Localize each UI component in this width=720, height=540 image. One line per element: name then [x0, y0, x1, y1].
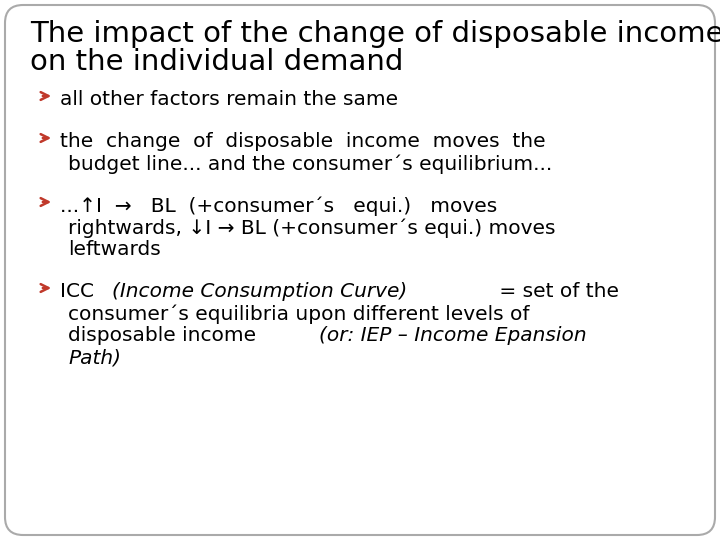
- Text: disposable income: disposable income: [68, 326, 263, 345]
- FancyBboxPatch shape: [5, 5, 715, 535]
- Text: (or: IEP – Income Epansion: (or: IEP – Income Epansion: [319, 326, 587, 345]
- Text: on the individual demand: on the individual demand: [30, 48, 403, 76]
- Text: budget line... and the consumer´s equilibrium...: budget line... and the consumer´s equili…: [68, 154, 552, 173]
- Text: Path): Path): [68, 348, 121, 367]
- Text: all other factors remain the same: all other factors remain the same: [60, 90, 398, 109]
- Text: The impact of the change of disposable income: The impact of the change of disposable i…: [30, 20, 720, 48]
- Text: consumer´s equilibria upon different levels of: consumer´s equilibria upon different lev…: [68, 304, 529, 323]
- Text: = set of the: = set of the: [493, 282, 619, 301]
- Text: rightwards, ↓I → BL (+consumer´s equi.) moves: rightwards, ↓I → BL (+consumer´s equi.) …: [68, 218, 556, 238]
- Text: the  change  of  disposable  income  moves  the: the change of disposable income moves th…: [60, 132, 546, 151]
- Text: ...↑I  →   BL  (+consumer´s   equi.)   moves: ...↑I → BL (+consumer´s equi.) moves: [60, 196, 498, 215]
- Text: (Income Consumption Curve): (Income Consumption Curve): [112, 282, 408, 301]
- Text: ICC: ICC: [60, 282, 100, 301]
- Text: leftwards: leftwards: [68, 240, 161, 259]
